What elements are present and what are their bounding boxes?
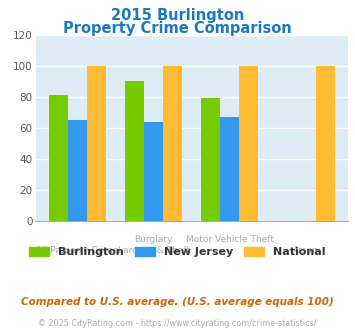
Bar — [68, 120, 87, 221]
Bar — [87, 66, 106, 221]
Bar — [49, 95, 68, 221]
Text: © 2025 CityRating.com - https://www.cityrating.com/crime-statistics/: © 2025 CityRating.com - https://www.city… — [38, 319, 317, 328]
Text: Burglary: Burglary — [134, 235, 173, 244]
Bar — [239, 66, 258, 221]
Bar — [163, 66, 182, 221]
Legend: Burlington, New Jersey, National: Burlington, New Jersey, National — [25, 242, 330, 262]
Text: Compared to U.S. average. (U.S. average equals 100): Compared to U.S. average. (U.S. average … — [21, 297, 334, 307]
Text: Property Crime Comparison: Property Crime Comparison — [63, 21, 292, 36]
Bar — [125, 81, 144, 221]
Bar — [144, 122, 163, 221]
Text: Arson: Arson — [293, 246, 319, 255]
Text: 2015 Burlington: 2015 Burlington — [111, 8, 244, 23]
Bar — [220, 117, 239, 221]
Bar — [201, 98, 220, 221]
Text: Motor Vehicle Theft: Motor Vehicle Theft — [186, 235, 274, 244]
Text: All Property Crime: All Property Crime — [36, 246, 119, 255]
Text: Larceny & Theft: Larceny & Theft — [118, 246, 190, 255]
Bar — [316, 66, 334, 221]
